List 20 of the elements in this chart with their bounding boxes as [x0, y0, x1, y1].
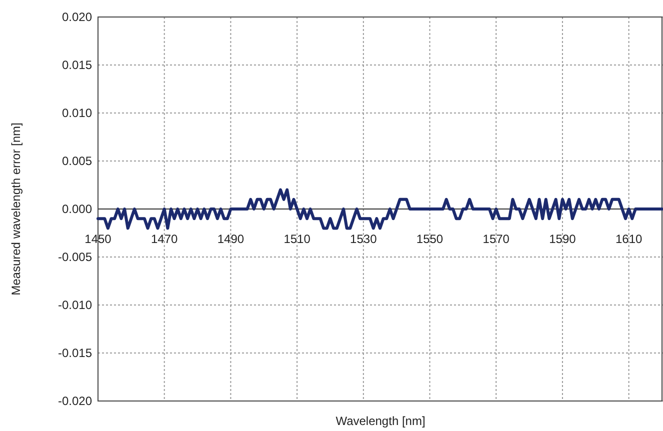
x-tick-label: 1590 [549, 232, 576, 246]
y-tick-label: 0.000 [62, 202, 92, 216]
x-tick-label: 1570 [482, 232, 510, 246]
x-tick-label: 1550 [416, 232, 444, 246]
y-tick-label: 0.010 [62, 106, 92, 120]
x-tick-label: 1530 [350, 232, 378, 246]
x-tick-label: 1610 [615, 232, 642, 246]
y-tick-label: 0.005 [62, 154, 92, 168]
x-axis-title: Wavelength [nm] [336, 414, 426, 428]
line-series [96, 188, 663, 230]
y-tick-label: -0.020 [58, 394, 92, 408]
y-tick-label: -0.015 [58, 346, 92, 360]
y-tick-label: 0.015 [62, 58, 92, 72]
x-tick-label: 1510 [284, 232, 311, 246]
y-tick-label: -0.005 [58, 250, 92, 264]
x-tick-label: 1490 [217, 232, 244, 246]
x-tick-label: 1470 [151, 232, 178, 246]
y-axis-title: Measured wavelength error [nm] [9, 122, 23, 296]
y-tick-label: -0.010 [58, 298, 92, 312]
y-tick-label: 0.020 [62, 10, 92, 24]
